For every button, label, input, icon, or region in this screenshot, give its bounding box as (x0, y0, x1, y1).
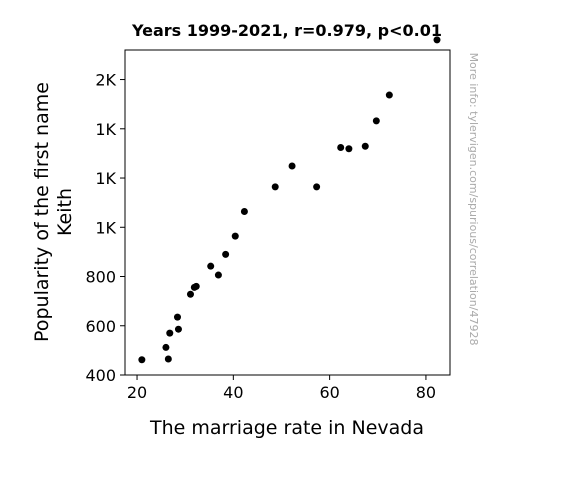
x-tick-label: 60 (319, 383, 339, 402)
data-point (313, 183, 321, 191)
data-point (385, 91, 393, 99)
data-point (186, 290, 194, 298)
data-point (214, 271, 222, 279)
x-tick-label: 20 (127, 383, 147, 402)
plot-frame (124, 49, 451, 376)
y-tick-label: 800 (85, 268, 116, 287)
data-point (162, 343, 170, 351)
x-tick-label: 40 (223, 383, 243, 402)
data-point (192, 282, 200, 290)
data-point (174, 325, 182, 333)
data-point (166, 329, 174, 337)
axis-ticks: 20 40 60 80 400 600 800 1K 1K 1K 2K (85, 71, 436, 402)
y-axis-label-line1: Popularity of the first name (31, 82, 53, 342)
data-point (222, 250, 230, 258)
data-points (138, 36, 441, 364)
data-point (138, 356, 146, 364)
data-point (372, 117, 380, 125)
x-axis-label: The marriage rate in Nevada (149, 417, 424, 439)
y-tick-label: 1K (95, 169, 116, 188)
data-point (288, 162, 296, 170)
data-point (164, 355, 172, 363)
y-tick-label: 600 (85, 317, 116, 336)
data-point (361, 142, 369, 150)
watermark-text: More info: tylervigen.com/spurious/corre… (467, 53, 480, 346)
y-tick-label: 2K (95, 71, 116, 90)
x-tick-label: 80 (416, 383, 436, 402)
data-point (345, 145, 353, 153)
y-tick-label: 1K (95, 120, 116, 139)
y-axis-label-line2: Keith (54, 188, 76, 236)
data-point (231, 232, 239, 240)
data-point (173, 313, 181, 321)
data-point (433, 36, 441, 44)
chart-title: Years 1999-2021, r=0.979, p<0.01 (131, 21, 442, 40)
data-point (337, 144, 345, 151)
data-point (207, 262, 215, 270)
y-tick-label: 1K (95, 218, 116, 237)
data-point (240, 208, 248, 216)
y-tick-label: 400 (85, 366, 116, 385)
data-point (271, 183, 279, 191)
